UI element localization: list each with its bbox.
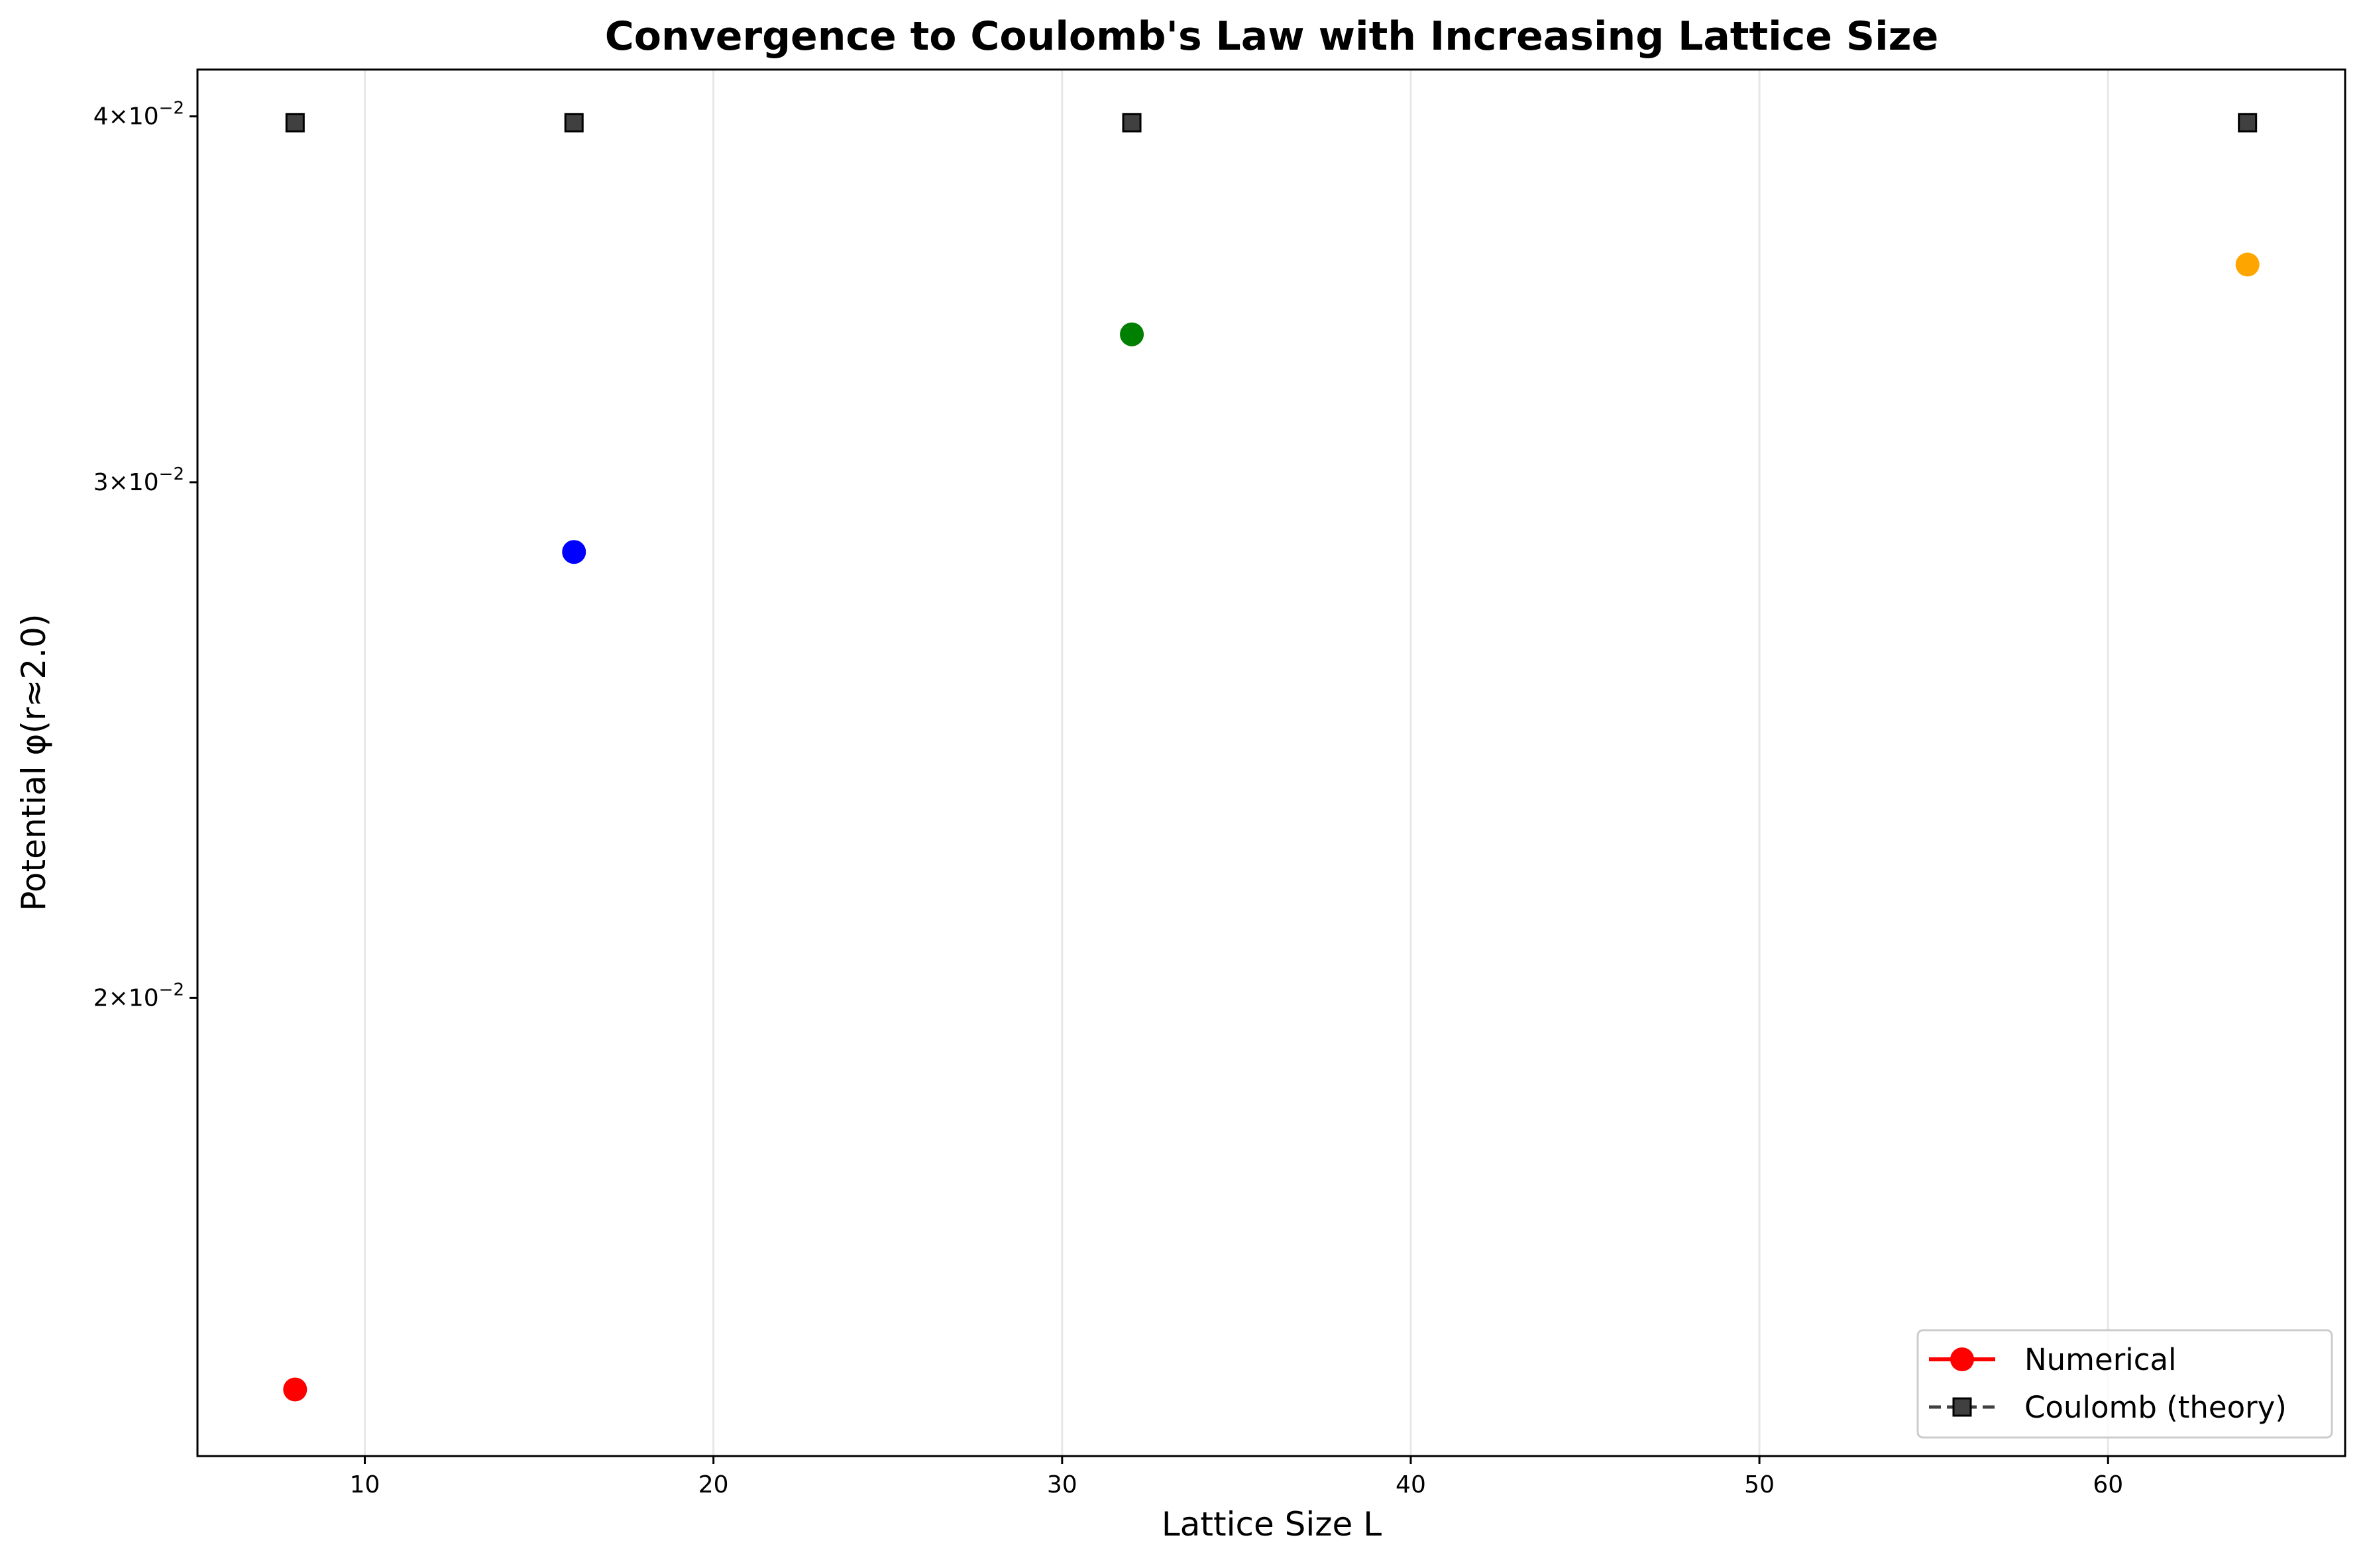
coulomb-point	[1122, 113, 1142, 132]
legend-box	[1916, 1329, 2333, 1439]
legend-numerical-marker	[1950, 1347, 1974, 1371]
numerical-point	[562, 540, 586, 564]
numerical-point	[1120, 322, 1144, 346]
x-tick-label: 10	[350, 1471, 380, 1498]
x-tick-label: 50	[1744, 1471, 1775, 1498]
coulomb-point	[2238, 113, 2258, 132]
coulomb-point	[285, 113, 305, 132]
legend-coulomb-marker	[1952, 1397, 1972, 1417]
y-tick-label: 2×10−2	[93, 980, 184, 1012]
x-tick-label: 60	[2093, 1471, 2123, 1498]
data-marks	[283, 113, 2260, 1402]
grid	[364, 70, 2109, 1456]
x-tick-label: 40	[1396, 1471, 1426, 1498]
legend-coulomb-label: Coulomb (theory)	[2024, 1390, 2287, 1425]
y-axis-label: Potential φ(r≈2.0)	[15, 614, 53, 912]
x-tick-label: 30	[1047, 1471, 1077, 1498]
x-axis-ticks: 10 20 30 40 50 60	[350, 1456, 2123, 1498]
numerical-point	[2235, 252, 2260, 277]
legend-numerical-label: Numerical	[2024, 1342, 2177, 1377]
legend: Numerical Coulomb (theory)	[1916, 1329, 2333, 1439]
x-tick-label: 20	[698, 1471, 729, 1498]
plot-area-frame	[196, 68, 2346, 1457]
numerical-point	[283, 1377, 307, 1402]
chart-title: Convergence to Coulomb's Law with Increa…	[605, 13, 1939, 60]
x-axis-label: Lattice Size L	[1162, 1505, 1382, 1543]
y-tick-label: 4×10−2	[93, 99, 184, 131]
y-axis-ticks: 4×10−2 3×10−2 2×10−2	[93, 99, 197, 1012]
coulomb-point	[564, 113, 584, 132]
y-tick-label: 3×10−2	[93, 464, 184, 496]
